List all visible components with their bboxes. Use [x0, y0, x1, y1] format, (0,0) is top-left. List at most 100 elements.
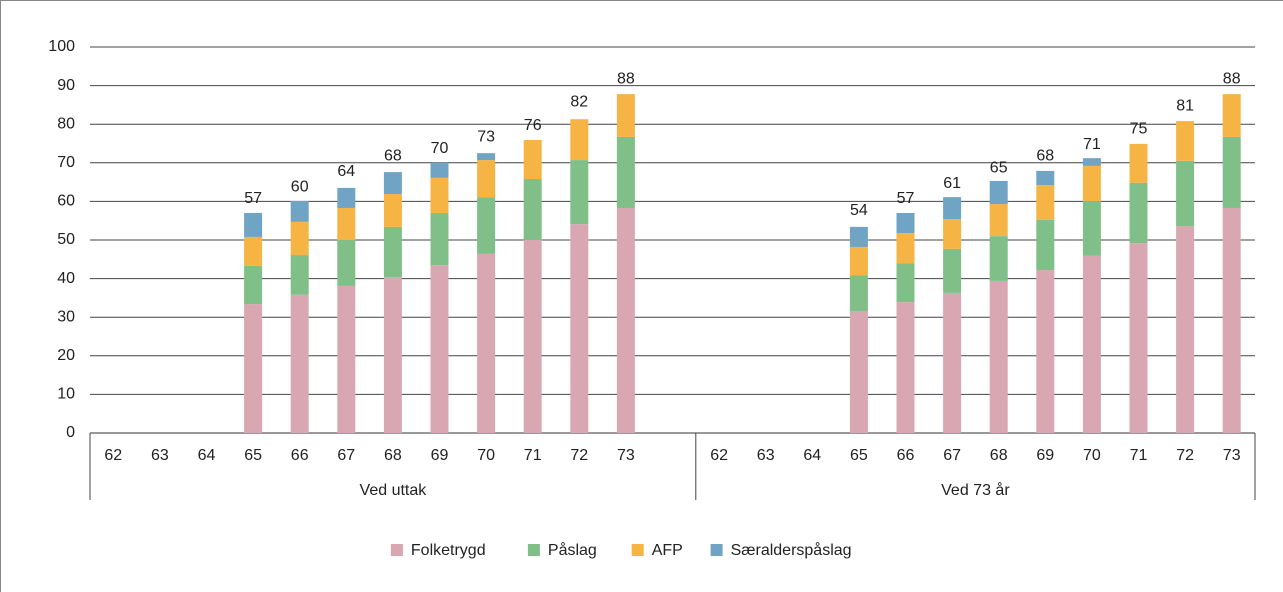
- bar-segment: [477, 197, 496, 254]
- y-tick-label: 0: [66, 424, 75, 441]
- x-tick-label: 65: [850, 447, 868, 464]
- data-label: 64: [337, 163, 355, 180]
- bar-segment: [477, 153, 496, 161]
- data-label: 60: [291, 179, 309, 196]
- data-label: 75: [1130, 121, 1148, 138]
- x-tick-label: 73: [1223, 447, 1241, 464]
- bar-segment: [1082, 158, 1101, 166]
- bar-segment: [1082, 255, 1101, 433]
- bar-segment: [244, 236, 263, 266]
- bar-segment: [849, 275, 868, 312]
- y-tick-label: 30: [57, 308, 75, 325]
- bar-segment: [943, 219, 962, 249]
- bar-segment: [570, 119, 589, 161]
- bar-segment: [430, 212, 449, 266]
- y-tick-label: 100: [48, 38, 75, 55]
- legend-label: AFP: [652, 542, 683, 559]
- x-tick-label: 68: [384, 447, 402, 464]
- legend-swatch: [631, 544, 644, 556]
- bar-segment: [477, 160, 496, 198]
- bar-segment: [1082, 165, 1101, 202]
- data-label: 68: [384, 148, 402, 165]
- x-tick-label: 62: [710, 447, 728, 464]
- x-tick-label: 71: [524, 447, 542, 464]
- bar-segment: [430, 177, 449, 213]
- bar-segment: [337, 187, 356, 208]
- bar-segment: [383, 226, 402, 278]
- legend-swatch: [390, 544, 403, 556]
- x-tick-label: 69: [1036, 447, 1054, 464]
- bar-segment: [244, 212, 263, 237]
- bar-segment: [1036, 219, 1055, 271]
- data-label: 76: [524, 117, 542, 134]
- bar-segment: [290, 255, 309, 295]
- bar-segment: [1036, 185, 1055, 220]
- bar-segment: [1222, 94, 1241, 137]
- bar-segment: [244, 265, 263, 305]
- bar-segment: [989, 236, 1008, 281]
- x-tick-label: 64: [198, 447, 216, 464]
- bar-segment: [616, 94, 635, 137]
- x-tick-label: 68: [990, 447, 1008, 464]
- bar-segment: [616, 207, 635, 433]
- bar-segment: [1129, 243, 1148, 433]
- bar-segment: [523, 140, 542, 180]
- y-tick-label: 60: [57, 193, 75, 210]
- group-label: Ved uttak: [360, 482, 428, 499]
- bar-segment: [523, 240, 542, 433]
- bar-segment: [383, 194, 402, 227]
- data-label: 73: [477, 128, 495, 145]
- y-tick-label: 40: [57, 270, 75, 287]
- x-tick-label: 66: [291, 447, 309, 464]
- bar-segment: [849, 226, 868, 247]
- bar-segment: [849, 311, 868, 433]
- bar-segment: [1036, 270, 1055, 433]
- bar-segment: [943, 197, 962, 220]
- x-tick-label: 65: [244, 447, 262, 464]
- bar-segment: [244, 304, 263, 433]
- bar-segment: [943, 248, 962, 293]
- bar-segment: [290, 201, 309, 222]
- x-tick-label: 72: [1176, 447, 1194, 464]
- bar-segment: [989, 180, 1008, 205]
- bar-segment: [896, 302, 915, 433]
- y-tick-label: 50: [57, 231, 75, 248]
- data-label: 61: [943, 175, 961, 192]
- bar-segment: [896, 263, 915, 303]
- x-tick-label: 63: [151, 447, 169, 464]
- bar-segment: [616, 136, 635, 208]
- data-label: 82: [570, 94, 588, 111]
- bar-segment: [430, 265, 449, 433]
- x-tick-label: 66: [897, 447, 915, 464]
- x-tick-label: 70: [477, 447, 495, 464]
- bar-segment: [849, 246, 868, 276]
- group-label: Ved 73 år: [941, 481, 1010, 499]
- legend-swatch: [710, 544, 723, 556]
- bar-segment: [337, 285, 356, 433]
- data-label: 71: [1083, 136, 1101, 153]
- legend-label: Folketrygd: [411, 542, 486, 559]
- y-tick-label: 70: [57, 154, 75, 171]
- x-tick-label: 67: [943, 447, 961, 464]
- bar-segment: [1176, 121, 1195, 161]
- bar-segment: [523, 179, 542, 240]
- data-label: 88: [1223, 71, 1241, 88]
- bar-segment: [1222, 207, 1241, 433]
- x-tick-label: 70: [1083, 447, 1101, 464]
- bar-segment: [430, 162, 449, 178]
- bar-segment: [1036, 170, 1055, 186]
- y-tick-label: 80: [57, 115, 75, 132]
- legend-label: Særalderspåslag: [731, 541, 852, 559]
- bar-segment: [383, 172, 402, 195]
- x-tick-label: 63: [757, 447, 775, 464]
- bar-segment: [337, 207, 356, 240]
- legend-swatch: [527, 544, 540, 556]
- bar-segment: [290, 294, 309, 433]
- y-tick-label: 20: [57, 347, 75, 364]
- bar-segment: [290, 221, 309, 256]
- x-tick-label: 64: [803, 447, 821, 464]
- data-label: 65: [990, 159, 1008, 176]
- y-tick-label: 90: [57, 77, 75, 94]
